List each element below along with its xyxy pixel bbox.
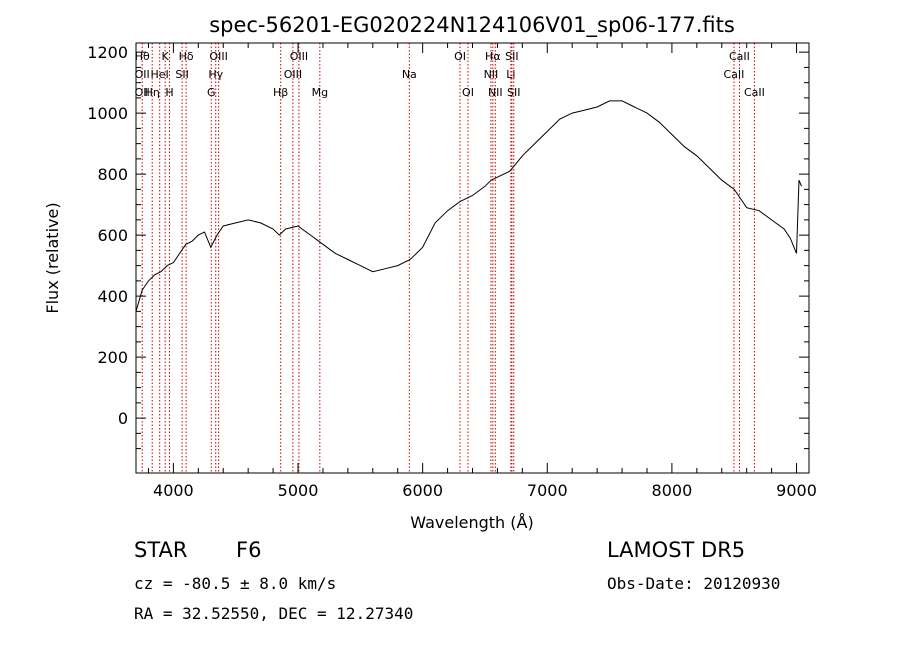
x-axis: 4000 5000 6000 7000 8000 9000 — [147, 43, 817, 500]
line-label: OI — [454, 50, 466, 63]
line-label: OI — [462, 86, 474, 99]
x-tick-label: 7000 — [527, 481, 568, 500]
y-axis-label: Flux (relative) — [43, 202, 62, 313]
spectrum-line — [135, 100, 802, 312]
spectral-line-labels: HθOIIOIIHηHeIKHSIIHδGHγOIIIHβOIIIOIIIMgN… — [135, 50, 765, 99]
x-tick-label: 4000 — [153, 481, 194, 500]
chart-title: spec-56201-EG020224N124106V01_sp06-177.f… — [209, 13, 735, 38]
x-tick-label: 5000 — [278, 481, 319, 500]
y-tick-label: 600 — [97, 226, 128, 245]
line-label: SII — [175, 68, 188, 81]
line-label: SII — [505, 50, 518, 63]
line-label: Hδ — [179, 50, 194, 63]
x-tick-label: 8000 — [652, 481, 693, 500]
x-tick-label: 9000 — [776, 481, 817, 500]
x-axis-label: Wavelength (Å) — [410, 513, 533, 532]
line-label: Hη — [145, 86, 160, 99]
line-label: HeI — [151, 68, 169, 81]
y-tick-label: 200 — [97, 348, 128, 367]
line-label: OII — [135, 68, 150, 81]
object-subclass: F6 — [236, 538, 262, 562]
line-label: H — [165, 86, 173, 99]
plot-frame — [135, 42, 810, 474]
line-label: Mg — [312, 86, 328, 99]
y-tick-label: 400 — [97, 287, 128, 306]
line-label: K — [162, 50, 170, 63]
ra-dec-coordinates: RA = 32.52550, DEC = 12.27340 — [134, 604, 414, 623]
observation-date: Obs-Date: 20120930 — [607, 574, 781, 593]
object-class: STAR — [134, 538, 188, 562]
redshift-velocity: cz = -80.5 ± 8.0 km/s — [134, 574, 337, 593]
line-label: Hθ — [135, 50, 150, 63]
line-label: SII — [507, 86, 520, 99]
line-label: Hγ — [208, 68, 223, 81]
line-label: Li — [506, 68, 515, 81]
y-tick-label: 1000 — [87, 104, 128, 123]
line-label: NII — [488, 86, 503, 99]
line-label: CaII — [729, 50, 750, 63]
y-tick-label: 0 — [118, 409, 128, 428]
line-label: Hα — [485, 50, 501, 63]
line-label: G — [207, 86, 216, 99]
line-label: Hβ — [273, 86, 288, 99]
y-tick-label: 1200 — [87, 43, 128, 62]
line-label: OIII — [290, 50, 308, 63]
line-label: CaII — [724, 68, 745, 81]
survey-name: LAMOST DR5 — [607, 538, 746, 562]
line-label: OIII — [209, 50, 227, 63]
line-label: NII — [484, 68, 499, 81]
spectral-line-markers — [141, 43, 755, 473]
line-label: Na — [402, 68, 417, 81]
line-label: OII — [135, 86, 150, 99]
line-label: CaII — [744, 86, 765, 99]
x-tick-label: 6000 — [402, 481, 443, 500]
y-tick-label: 800 — [97, 165, 128, 184]
y-axis: 0 200 400 600 800 1000 1200 — [87, 43, 809, 450]
line-label: OIII — [284, 68, 302, 81]
